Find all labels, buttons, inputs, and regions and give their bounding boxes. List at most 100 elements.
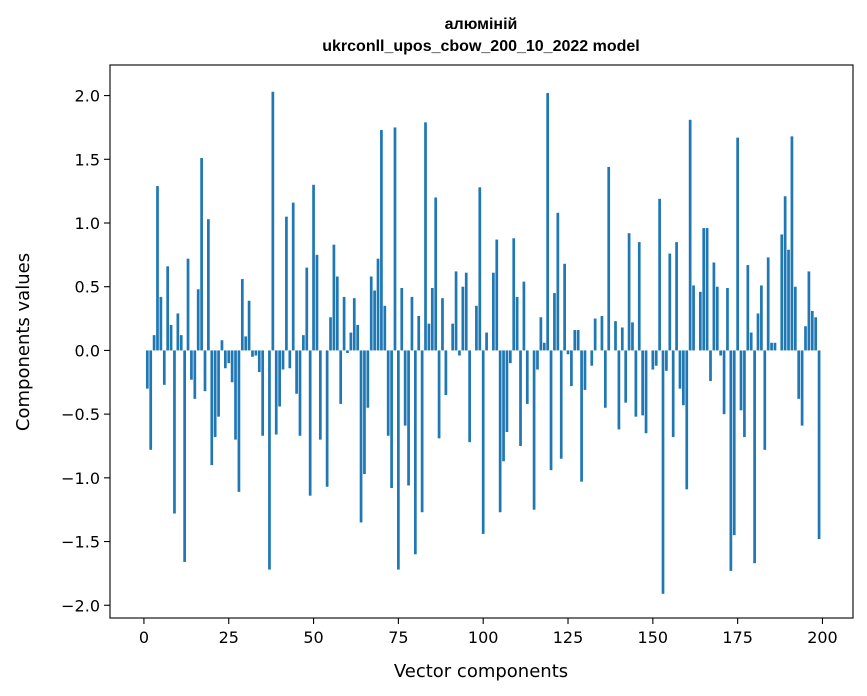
chart-title-line-2: ukrconll_upos_cbow_200_10_2022 model bbox=[322, 38, 639, 55]
bar bbox=[437, 350, 441, 439]
bar bbox=[230, 350, 234, 383]
bar bbox=[207, 219, 210, 351]
bar bbox=[732, 350, 736, 536]
bar bbox=[335, 276, 339, 351]
bar bbox=[288, 350, 292, 369]
bar bbox=[763, 350, 767, 450]
bar bbox=[349, 332, 353, 351]
bar bbox=[722, 350, 726, 415]
bar bbox=[240, 279, 244, 351]
y-tick-label: 2.0 bbox=[75, 87, 100, 106]
plot-frame bbox=[109, 64, 854, 619]
bar bbox=[261, 350, 265, 436]
y-axis-ticks: −2.0 −1.5 −1.0 −0.5 0.0 0.5 1.0 1.5 2.0 bbox=[61, 87, 110, 615]
bar bbox=[780, 234, 784, 351]
bar bbox=[325, 350, 329, 487]
bar bbox=[685, 350, 689, 490]
bar bbox=[352, 298, 356, 351]
bar bbox=[495, 239, 499, 351]
bar bbox=[536, 350, 539, 370]
bar bbox=[563, 263, 566, 351]
bar bbox=[413, 350, 417, 555]
x-tick-label: 100 bbox=[468, 628, 499, 647]
bar bbox=[698, 291, 702, 351]
y-axis-label: Components values bbox=[13, 253, 34, 431]
bar bbox=[186, 258, 190, 351]
bar bbox=[749, 332, 753, 351]
bar bbox=[814, 317, 818, 351]
bar bbox=[169, 324, 173, 351]
y-tick-label: 1.0 bbox=[75, 214, 100, 233]
bar bbox=[539, 317, 543, 351]
bar bbox=[454, 271, 458, 351]
bar bbox=[234, 350, 237, 440]
bar bbox=[770, 342, 773, 351]
bar bbox=[505, 350, 509, 432]
bar bbox=[247, 300, 251, 351]
bar bbox=[295, 350, 298, 394]
bar bbox=[627, 233, 631, 351]
bar bbox=[665, 350, 668, 371]
bar bbox=[342, 296, 346, 351]
x-tick-label: 75 bbox=[388, 628, 408, 647]
bar bbox=[251, 350, 254, 357]
bar bbox=[420, 350, 424, 513]
bar bbox=[318, 350, 322, 440]
bar bbox=[145, 350, 149, 389]
bar bbox=[397, 350, 400, 570]
bar bbox=[617, 350, 621, 430]
bar bbox=[156, 186, 159, 351]
bar bbox=[502, 350, 505, 462]
bar bbox=[709, 350, 712, 381]
bar bbox=[756, 313, 760, 351]
bar bbox=[498, 350, 502, 513]
bar bbox=[424, 122, 427, 351]
bar bbox=[719, 350, 723, 356]
x-tick-label: 150 bbox=[638, 628, 669, 647]
bar bbox=[675, 242, 678, 351]
bar bbox=[559, 350, 563, 459]
bar bbox=[478, 187, 482, 351]
bar bbox=[566, 350, 570, 355]
bar bbox=[332, 244, 336, 351]
bar bbox=[583, 350, 587, 390]
bar bbox=[580, 350, 583, 482]
bar bbox=[542, 342, 546, 351]
y-tick-label: −0.5 bbox=[61, 405, 100, 424]
bar bbox=[278, 350, 281, 407]
bar bbox=[620, 327, 624, 351]
x-axis-ticks: 0 25 50 75 100 125 150 175 200 bbox=[139, 618, 838, 647]
bar bbox=[590, 350, 594, 366]
bar bbox=[793, 286, 797, 351]
bar bbox=[383, 305, 387, 351]
bar bbox=[644, 350, 648, 434]
bar bbox=[227, 350, 231, 364]
bar bbox=[570, 350, 573, 387]
bar bbox=[444, 350, 448, 396]
bar bbox=[607, 166, 611, 351]
bar bbox=[200, 158, 203, 351]
bar bbox=[386, 350, 390, 436]
bar bbox=[546, 93, 550, 351]
bars-group bbox=[145, 91, 821, 594]
y-tick-label: 0.0 bbox=[75, 341, 100, 360]
bar bbox=[346, 350, 349, 353]
bar bbox=[532, 350, 536, 510]
x-tick-label: 175 bbox=[722, 628, 753, 647]
bar bbox=[373, 290, 376, 351]
bar bbox=[682, 350, 685, 406]
x-tick-label: 125 bbox=[553, 628, 584, 647]
bar bbox=[390, 350, 393, 489]
bar bbox=[773, 342, 777, 351]
bar bbox=[634, 350, 638, 417]
bar bbox=[159, 296, 163, 351]
bar bbox=[549, 350, 553, 471]
y-tick-label: 1.5 bbox=[75, 150, 100, 169]
y-tick-label: −2.0 bbox=[61, 596, 100, 615]
bar bbox=[196, 289, 200, 351]
bar bbox=[637, 242, 641, 351]
bar bbox=[522, 281, 526, 351]
bar bbox=[614, 321, 617, 351]
bar bbox=[257, 350, 261, 373]
y-tick-label: −1.5 bbox=[61, 533, 100, 552]
